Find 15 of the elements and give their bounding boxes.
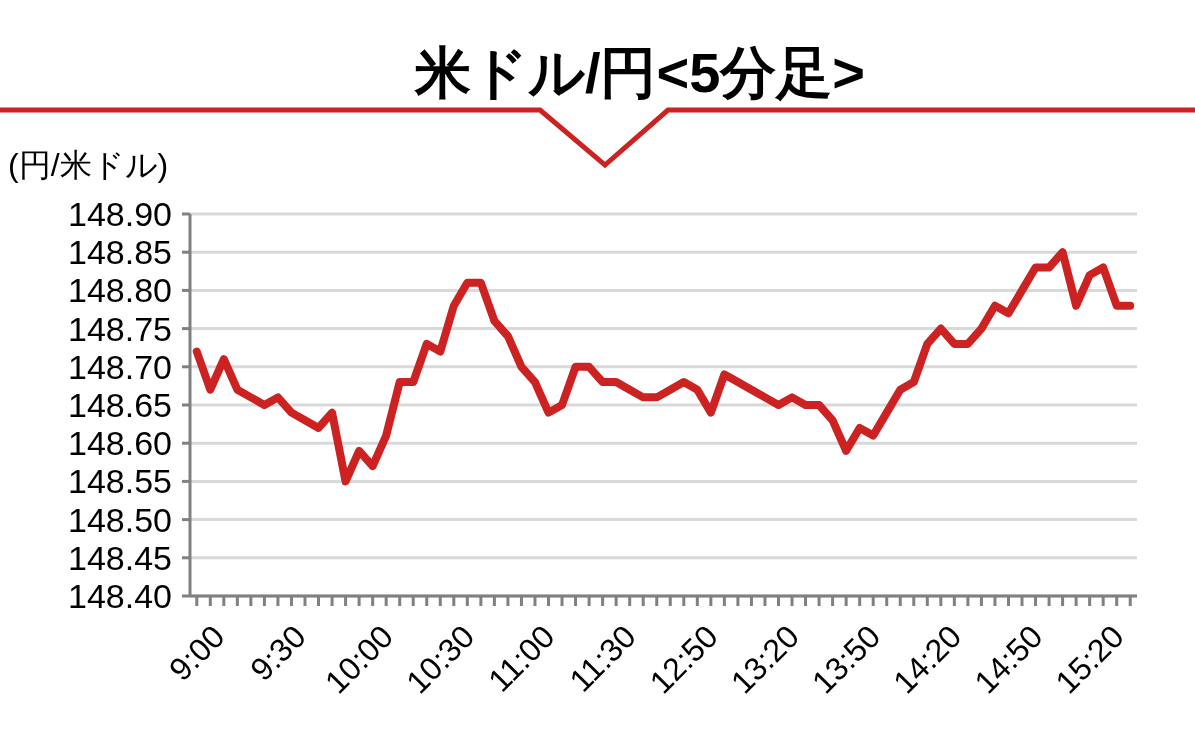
y-tick-label: 148.80 bbox=[68, 271, 172, 310]
y-tick-label: 148.70 bbox=[68, 347, 172, 386]
y-tick-label: 148.65 bbox=[68, 386, 172, 424]
chart-title: 米ドル/円<5分足> bbox=[413, 41, 866, 104]
y-tick-label: 148.55 bbox=[68, 462, 172, 501]
y-tick-label: 148.75 bbox=[68, 309, 172, 348]
x-tick-label: 9:00 bbox=[162, 618, 232, 688]
y-tick-label: 148.45 bbox=[68, 538, 172, 577]
y-tick-label: 148.40 bbox=[68, 577, 172, 615]
y-axis-title: (円/米ドル) bbox=[8, 147, 169, 183]
y-tick-label: 148.85 bbox=[68, 233, 172, 272]
y-tick-label: 148.90 bbox=[68, 195, 172, 233]
y-tick-label: 148.50 bbox=[68, 500, 172, 539]
y-tick-label: 148.60 bbox=[68, 424, 172, 463]
x-tick-label: 9:30 bbox=[243, 618, 313, 688]
